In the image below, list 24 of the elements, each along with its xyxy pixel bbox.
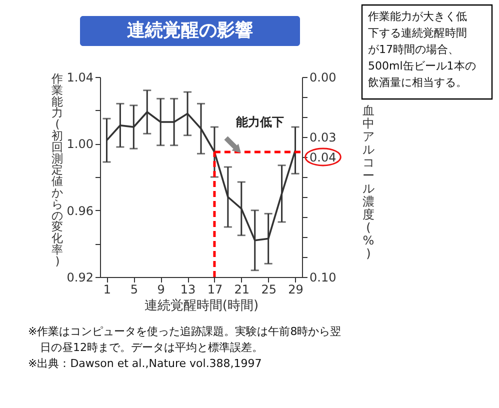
x-tick-label: 29: [288, 282, 304, 296]
x-tick-label: 1: [103, 282, 112, 296]
x-tick-label: 13: [180, 282, 196, 296]
x-axis-title: 連続覚醒時間(時間): [144, 298, 259, 314]
text: 作業能力(初回測定値からの変化率): [52, 72, 64, 268]
y2-tick-label: 0.00: [310, 70, 336, 84]
x-tick-label: 9: [157, 282, 165, 296]
y-tick-label: 1.00: [66, 137, 94, 152]
y-tick-label: 0.92: [66, 270, 94, 284]
y-tick-label: 1.04: [66, 70, 94, 84]
chart-title: 連続覚醒の影響: [127, 20, 253, 41]
y2-tick-label: 0.04: [310, 150, 336, 164]
x-tick-label: 17: [207, 282, 223, 296]
annotation: 能力低下: [236, 115, 284, 129]
text: ※作業はコンピュータを使った追跡課題。実験は午前8時から翌日の昼12時まで。データは平均と標準誤差。: [28, 325, 342, 354]
text: 作業能力が大きく低下する連続覚醒時間が17時間の場合、500ml缶ビール1本の飲酒量に相当する。: [367, 10, 476, 89]
x-tick-label: 5: [130, 282, 138, 296]
text: 血中アルコール濃度(%): [362, 104, 374, 260]
y2-tick-label: 0.03: [310, 130, 336, 144]
text: ※出典：Dawson et al.,Nature vol.388,1997: [28, 357, 262, 370]
y-tick-label: 0.96: [66, 204, 94, 218]
x-tick-label: 21: [234, 282, 250, 296]
y2-tick-label: 0.10: [310, 270, 336, 284]
x-tick-label: 25: [261, 282, 276, 296]
